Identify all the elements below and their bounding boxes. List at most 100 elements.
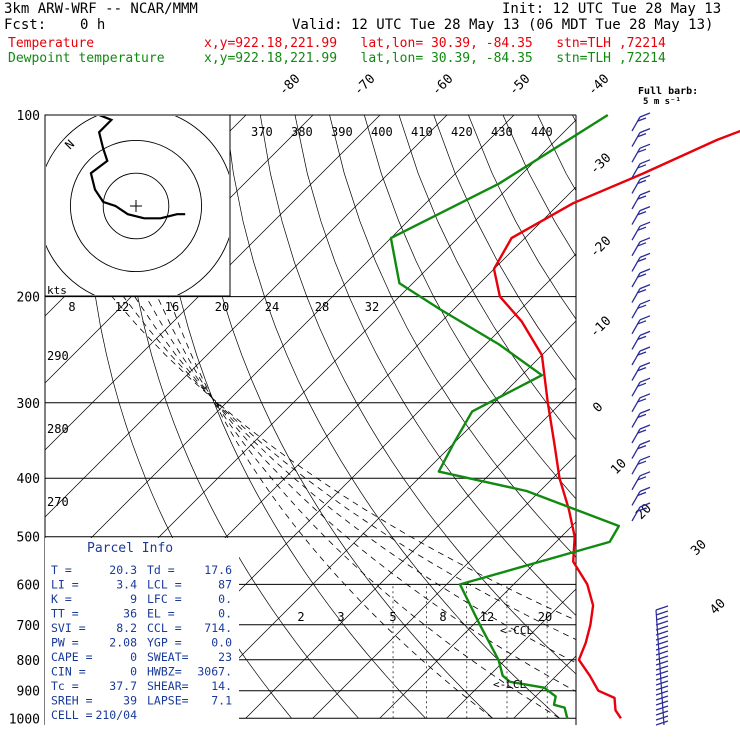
pressure-tick-label: 900 [17, 685, 40, 700]
wind-barb-staff [655, 670, 669, 676]
dewpoint-profile [389, 113, 621, 719]
wind-barb-flag [637, 444, 647, 450]
parcel-info-panel: Parcel Info T = 20.3 Td = 17.6 LI = 3.4 LCL = 8… [45, 538, 239, 725]
parcel-info-value: 0.0 [211, 636, 232, 650]
wind-barb-staff [631, 444, 641, 459]
wind-barb-flag [637, 398, 647, 403]
wind-barb-flag [637, 273, 647, 278]
isotherm-line [715, 115, 740, 718]
parcel-info-label: LFC = [147, 592, 182, 606]
wind-barb-flag [639, 159, 651, 165]
wind-barb-flag [637, 335, 647, 341]
wind-barb-staff [655, 675, 669, 681]
moist-adiabat-line [156, 296, 560, 719]
isotherm-label: 30 [688, 537, 710, 559]
parcel-info-label: CAPE = [51, 650, 93, 664]
wind-barb-flag [637, 210, 647, 216]
mixing-ratio-label: 5 [389, 610, 396, 624]
dry-adiabat-line [294, 115, 576, 616]
wind-barb-staff [655, 620, 669, 626]
wind-barb-staff [631, 350, 641, 366]
mixing-ratio-label: 12 [480, 610, 494, 624]
temperature-profile [492, 129, 740, 719]
dry-adiabat-line [607, 115, 740, 718]
dewpoint-location-info: x,y=922.18,221.99 lat,lon= 30.39, -84.35… [204, 51, 666, 66]
model-title: 3km ARW-WRF -- NCAR/MMM [4, 1, 198, 17]
parcel-info-label: K = [51, 592, 72, 606]
isotherm-label: -40 [585, 72, 612, 99]
wind-barb-flag [639, 190, 651, 196]
wind-barb-staff [631, 475, 641, 491]
forecast-hour-value: 0 h [80, 17, 106, 33]
wind-barb-staff [631, 210, 641, 225]
parcel-info-value: 714. [204, 621, 232, 635]
wind-barb-flag [637, 288, 647, 294]
theta-label: 410 [411, 125, 433, 139]
wind-barb-flag [637, 132, 647, 138]
init-time: Init: 12 UTC Tue 28 May 13 [502, 1, 722, 17]
theta-label: 270 [47, 495, 69, 509]
wind-barb-flag [639, 112, 651, 118]
wind-barb-staff [655, 650, 669, 656]
parcel-info-label: SREH = [51, 694, 93, 708]
isotherm-line [312, 454, 576, 719]
wind-barbs [631, 112, 669, 726]
hodograph-ring-label: 16 [165, 300, 179, 314]
wind-barb-staff [655, 605, 669, 611]
parcel-info-label: LAPSE= [147, 694, 189, 708]
isotherm-label: -80 [276, 72, 303, 99]
parcel-info-value: 3.4 [116, 578, 137, 592]
wind-barb-flag [637, 117, 647, 122]
theta-labels: 370 380 390 400 410 420 430 440 290 280 270 [47, 125, 553, 509]
parcel-info-label: SWEAT= [147, 650, 189, 664]
hodograph-trace [89, 116, 186, 220]
wind-barb-staff [655, 665, 669, 671]
parcel-info-label: LCL = [147, 578, 182, 592]
hodograph: N kts 8 12 16 20 24 28 32 [44, 114, 379, 314]
isotherm-label: 0 [590, 400, 606, 416]
wind-barb-staff [631, 257, 641, 272]
isotherm-label: -60 [429, 72, 456, 99]
isotherm-label: -20 [587, 234, 614, 261]
parcel-info-label: Tc = [51, 679, 79, 693]
parcel-info-value: 7.1 [211, 694, 232, 708]
dry-adiabat-line [121, 115, 359, 719]
parcel-info-value: 3067. [197, 665, 232, 679]
wind-barb-staff [655, 720, 669, 726]
sounding-curves [389, 113, 740, 719]
pressure-tick-label: 100 [17, 109, 40, 124]
parcel-info-label: PW = [51, 636, 79, 650]
wind-barb-flag [637, 164, 647, 169]
pressure-tick-label: 400 [17, 472, 40, 487]
wind-barb-staff [655, 615, 669, 621]
wind-barb-flag [637, 413, 647, 419]
wind-barb-flag [637, 366, 647, 372]
dry-adiabat-line [363, 115, 576, 500]
parcel-info-value: 0 [130, 665, 137, 679]
barb-legend-value: 5 m s⁻¹ [643, 97, 681, 107]
wind-barb-staff [631, 428, 641, 444]
pressure-tick-label: 1000 [9, 712, 40, 727]
wind-barb-staff [631, 116, 641, 132]
theta-label: 420 [451, 125, 473, 139]
wind-barb-flag [637, 242, 647, 247]
theta-label: 390 [331, 125, 353, 139]
mixing-ratio-label: 20 [538, 610, 552, 624]
hodograph-ring-labels: 8 12 16 20 24 28 32 [68, 300, 379, 314]
isotherm-label: 10 [608, 456, 630, 478]
wind-barb-staff [655, 625, 669, 631]
hodograph-ring-label: 32 [365, 300, 379, 314]
temperature-location-info: x,y=922.18,221.99 lat,lon= 30.39, -84.35… [204, 36, 666, 51]
wind-barb-flag [637, 429, 647, 434]
wind-barb-staff [655, 610, 669, 616]
parcel-info-value: 87 [218, 578, 232, 592]
parcel-info-label: EL = [147, 607, 175, 621]
wind-barb-staff [631, 163, 641, 179]
parcel-info-label: T = [51, 563, 72, 577]
dry-adiabat-line [642, 115, 740, 718]
theta-label: 440 [531, 125, 553, 139]
wind-barb-staff [655, 660, 669, 666]
wind-barb-flag [639, 330, 651, 337]
wind-barb-flag [637, 507, 647, 512]
wind-barb-flag [637, 257, 647, 263]
